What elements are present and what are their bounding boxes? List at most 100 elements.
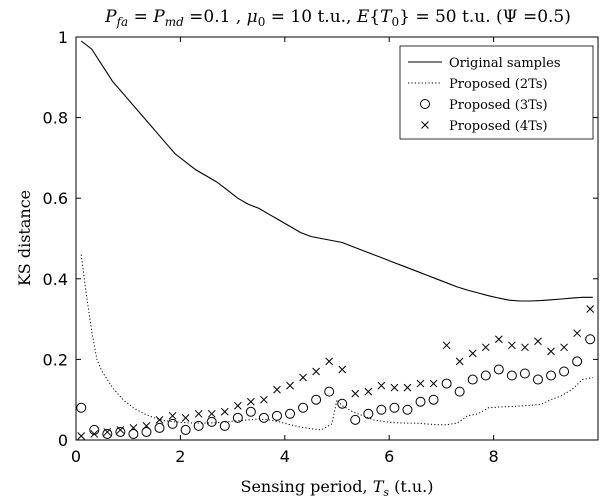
series-line-proposed-2ts: [80, 254, 593, 431]
point-proposed-3ts: [180, 424, 191, 435]
point-proposed-4ts: [233, 401, 242, 410]
point-proposed-3ts: [363, 408, 374, 419]
point-proposed-3ts: [454, 386, 465, 397]
point-proposed-4ts: [586, 305, 595, 313]
point-proposed-3ts: [271, 410, 282, 421]
legend-label-proposed-4ts: Proposed (4Ts): [449, 119, 548, 134]
y-tick-label: 0.8: [43, 109, 68, 128]
point-proposed-4ts: [129, 424, 138, 432]
point-proposed-3ts: [102, 428, 113, 439]
point-proposed-4ts: [168, 411, 177, 420]
point-proposed-4ts: [573, 329, 581, 338]
point-proposed-3ts: [506, 370, 517, 381]
point-proposed-4ts: [116, 426, 125, 434]
point-proposed-4ts: [90, 430, 99, 438]
point-proposed-3ts: [128, 428, 139, 439]
point-proposed-4ts: [534, 337, 542, 346]
point-proposed-4ts: [351, 389, 360, 398]
point-proposed-3ts: [245, 406, 256, 417]
point-proposed-3ts: [350, 414, 361, 425]
series-line-original-samples: [80, 40, 593, 302]
point-proposed-3ts: [428, 394, 439, 405]
point-proposed-3ts: [206, 416, 217, 427]
y-tick-label: 1: [58, 28, 68, 47]
point-proposed-3ts: [559, 366, 570, 377]
point-proposed-4ts: [508, 341, 516, 350]
point-proposed-3ts: [232, 412, 243, 423]
point-proposed-3ts: [572, 356, 583, 367]
y-tick-label: 0.4: [43, 270, 68, 289]
axis-layer: 0 2 4 6 8 0 0.2 0.4 0.6 0.8 1: [43, 28, 598, 466]
point-proposed-4ts: [77, 432, 86, 440]
point-proposed-3ts: [258, 412, 269, 423]
point-proposed-4ts: [325, 357, 334, 366]
point-proposed-4ts: [260, 395, 268, 404]
point-proposed-4ts: [286, 381, 294, 390]
series-layer: [76, 40, 596, 440]
point-proposed-3ts: [337, 398, 348, 409]
point-proposed-4ts: [338, 365, 347, 374]
point-proposed-4ts: [468, 349, 477, 358]
point-proposed-4ts: [155, 415, 164, 424]
point-proposed-4ts: [377, 381, 386, 390]
point-proposed-3ts: [376, 404, 387, 415]
point-proposed-4ts: [416, 379, 425, 388]
point-proposed-3ts: [480, 370, 491, 381]
point-proposed-4ts: [547, 347, 555, 356]
y-tick-label: 0.2: [43, 350, 68, 369]
x-tick-label: 6: [384, 447, 394, 466]
point-proposed-3ts: [585, 334, 596, 345]
point-proposed-3ts: [193, 420, 204, 431]
point-proposed-3ts: [115, 426, 126, 437]
point-proposed-3ts: [311, 394, 322, 405]
point-proposed-4ts: [521, 343, 529, 352]
legend-label-proposed-2ts: Proposed (2Ts): [449, 77, 548, 92]
y-tick-label: 0.6: [43, 189, 68, 208]
point-proposed-3ts: [441, 378, 452, 389]
legend-marker-proposed-3ts: [420, 99, 430, 109]
x-tick-label: 4: [280, 447, 290, 466]
point-proposed-4ts: [364, 387, 373, 396]
point-proposed-3ts: [402, 404, 413, 415]
legend-marker-proposed-4ts: [421, 121, 429, 129]
point-proposed-4ts: [312, 367, 320, 376]
point-proposed-4ts: [220, 407, 229, 416]
point-proposed-4ts: [481, 343, 490, 352]
point-proposed-4ts: [390, 383, 399, 392]
point-proposed-4ts: [181, 413, 190, 422]
point-proposed-4ts: [494, 335, 503, 344]
point-proposed-3ts: [167, 418, 178, 429]
point-proposed-4ts: [194, 409, 203, 418]
point-proposed-3ts: [532, 374, 543, 385]
point-proposed-4ts: [207, 409, 216, 418]
x-tick-label: 2: [175, 447, 185, 466]
point-proposed-3ts: [298, 402, 309, 413]
point-proposed-3ts: [219, 420, 230, 431]
point-proposed-3ts: [76, 402, 87, 413]
point-proposed-4ts: [299, 373, 307, 382]
point-proposed-3ts: [285, 408, 296, 419]
point-proposed-4ts: [142, 422, 151, 430]
y-axis-label: KS distance: [15, 190, 34, 286]
x-tick-label: 8: [489, 447, 499, 466]
point-proposed-3ts: [415, 396, 426, 407]
point-proposed-3ts: [519, 368, 530, 379]
point-proposed-3ts: [389, 402, 400, 413]
point-proposed-4ts: [247, 397, 255, 406]
x-tick-label: 0: [71, 447, 81, 466]
point-proposed-4ts: [103, 428, 112, 436]
point-proposed-3ts: [154, 422, 165, 433]
point-proposed-3ts: [493, 364, 504, 375]
point-proposed-3ts: [324, 386, 335, 397]
x-axis-label: Sensing period, Ts (t.u.): [240, 477, 433, 499]
point-proposed-4ts: [403, 383, 412, 392]
point-proposed-3ts: [467, 374, 478, 385]
chart-title: Pfa = Pmd =0.1 , μ0 = 10 t.u., E{T0} = 5…: [104, 7, 571, 29]
point-proposed-4ts: [560, 343, 568, 352]
point-proposed-3ts: [546, 370, 557, 381]
legend-label-original-samples: Original samples: [449, 56, 561, 71]
y-tick-label: 0: [58, 431, 68, 450]
point-proposed-4ts: [455, 357, 464, 366]
point-proposed-4ts: [442, 341, 451, 350]
